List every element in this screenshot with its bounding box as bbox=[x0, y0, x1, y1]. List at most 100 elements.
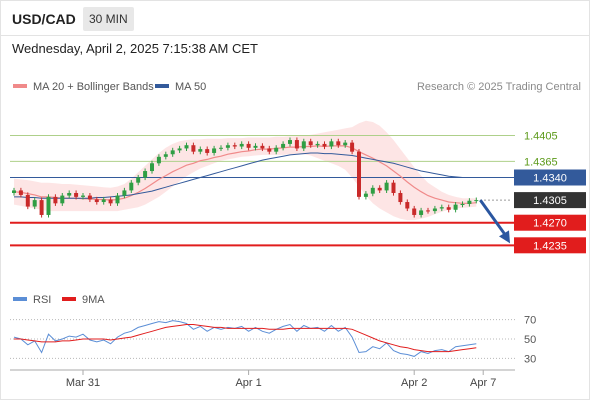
candle-body bbox=[432, 208, 437, 212]
candle-body bbox=[122, 190, 127, 196]
candle-body bbox=[350, 142, 355, 152]
rsi-legend-label: RSI bbox=[33, 294, 51, 306]
candle-body bbox=[384, 182, 389, 191]
candle-body bbox=[184, 145, 189, 149]
timeframe-badge[interactable]: 30 MIN bbox=[83, 7, 134, 31]
ma50-legend-label: MA 50 bbox=[175, 81, 206, 93]
candle-body bbox=[205, 149, 210, 153]
candle-body bbox=[239, 143, 244, 147]
candle-body bbox=[60, 195, 65, 204]
time-tick-label: Apr 7 bbox=[470, 377, 496, 389]
support-level-label: 1.4270 bbox=[533, 218, 567, 230]
rsi-ma-legend-label: 9MA bbox=[82, 294, 105, 306]
pivot-level-tag bbox=[514, 169, 586, 186]
candle-body bbox=[267, 148, 272, 152]
forecast-arrow-shaft bbox=[479, 199, 509, 239]
ma20-legend-swatch bbox=[13, 84, 27, 88]
candle-body bbox=[108, 199, 113, 204]
chart-datetime: Wednesday, April 2, 2025 7:15:38 AM CET bbox=[12, 41, 258, 56]
support-level-tag bbox=[514, 214, 586, 231]
candle-body bbox=[308, 141, 313, 146]
candle-body bbox=[426, 210, 430, 212]
rsi-legend: RSI 9MA bbox=[13, 294, 105, 306]
current-price-label: 1.4305 bbox=[533, 195, 567, 207]
candle-body bbox=[225, 145, 230, 148]
time-tick-label: Apr 2 bbox=[401, 377, 427, 389]
candle-body bbox=[115, 195, 120, 204]
rsi-ma-legend-swatch bbox=[62, 297, 76, 301]
candle-body bbox=[53, 196, 58, 204]
candle-body bbox=[18, 190, 23, 195]
candle-body bbox=[253, 145, 258, 148]
current-price-tag bbox=[514, 192, 586, 209]
resistance-level-label: 1.4365 bbox=[524, 156, 558, 168]
candle-body bbox=[46, 196, 51, 215]
candle-body bbox=[12, 190, 16, 193]
candle-body bbox=[281, 143, 286, 148]
candle-body bbox=[412, 208, 417, 215]
candle-body bbox=[129, 182, 134, 191]
price-panel: 1.4405 1.4365 1.4340 1.4305 1.4270 1.4235 bbox=[10, 120, 586, 254]
forecast-arrow-head bbox=[499, 230, 510, 244]
candle-body bbox=[67, 193, 72, 196]
candle-body bbox=[136, 177, 141, 183]
candle-body bbox=[25, 194, 30, 207]
candle-body bbox=[363, 193, 368, 197]
candle-body bbox=[143, 171, 148, 178]
candle-body bbox=[156, 156, 161, 164]
candle-body bbox=[288, 140, 292, 144]
header-divider bbox=[0, 35, 590, 36]
candle-body bbox=[377, 187, 382, 191]
candle-body bbox=[94, 199, 99, 203]
candle-body bbox=[150, 163, 154, 172]
ma20-legend-label: MA 20 + Bollinger Bands bbox=[33, 81, 154, 93]
candle-body bbox=[274, 147, 279, 152]
support-level-label: 1.4235 bbox=[533, 240, 567, 252]
candle-body bbox=[439, 207, 444, 209]
candle-body bbox=[398, 193, 403, 203]
candle-body bbox=[336, 141, 341, 146]
candle-body bbox=[163, 154, 168, 157]
rsi-ma-line bbox=[14, 324, 477, 353]
candle-body bbox=[74, 193, 79, 197]
candle-body bbox=[198, 149, 203, 152]
instrument-title: USD/CAD bbox=[12, 11, 76, 27]
candle-body bbox=[191, 145, 196, 152]
candle-body bbox=[101, 199, 106, 203]
candle-body bbox=[260, 145, 265, 149]
candle-body bbox=[453, 204, 458, 210]
pivot-level-label: 1.4340 bbox=[533, 173, 567, 185]
candle-body bbox=[419, 210, 424, 215]
rsi-tick-label: 50 bbox=[524, 334, 536, 346]
candle-body bbox=[39, 200, 44, 215]
candle-body bbox=[467, 200, 472, 204]
candle-body bbox=[446, 207, 451, 210]
ma50-legend-swatch bbox=[155, 84, 169, 88]
candle-body bbox=[460, 203, 465, 205]
candle-body bbox=[294, 140, 299, 149]
candle-body bbox=[343, 142, 348, 146]
chart-legend: MA 20 + Bollinger Bands MA 50 Research ©… bbox=[13, 81, 581, 93]
rsi-panel: 70 50 30 bbox=[10, 315, 536, 365]
candle-body bbox=[370, 187, 375, 194]
candle-body bbox=[329, 141, 334, 147]
candle-body bbox=[32, 200, 37, 207]
rsi-tick-label: 30 bbox=[524, 353, 536, 365]
support-level-tag bbox=[514, 237, 586, 254]
candle-body bbox=[246, 143, 251, 148]
candle-body bbox=[87, 195, 92, 200]
candle-body bbox=[322, 143, 327, 147]
candle-body bbox=[219, 147, 223, 149]
candle-body bbox=[177, 148, 182, 151]
rsi-tick-label: 70 bbox=[524, 315, 536, 327]
rsi-legend-swatch bbox=[13, 297, 27, 301]
candle-body bbox=[232, 145, 237, 147]
candle-body bbox=[474, 200, 479, 202]
candle-body bbox=[170, 150, 175, 155]
candle-body bbox=[391, 182, 396, 193]
time-tick-label: Mar 31 bbox=[66, 377, 100, 389]
candle-body bbox=[81, 195, 85, 197]
candle-body bbox=[212, 148, 217, 153]
time-axis: Mar 31 Apr 1 Apr 2 Apr 7 bbox=[10, 369, 515, 389]
